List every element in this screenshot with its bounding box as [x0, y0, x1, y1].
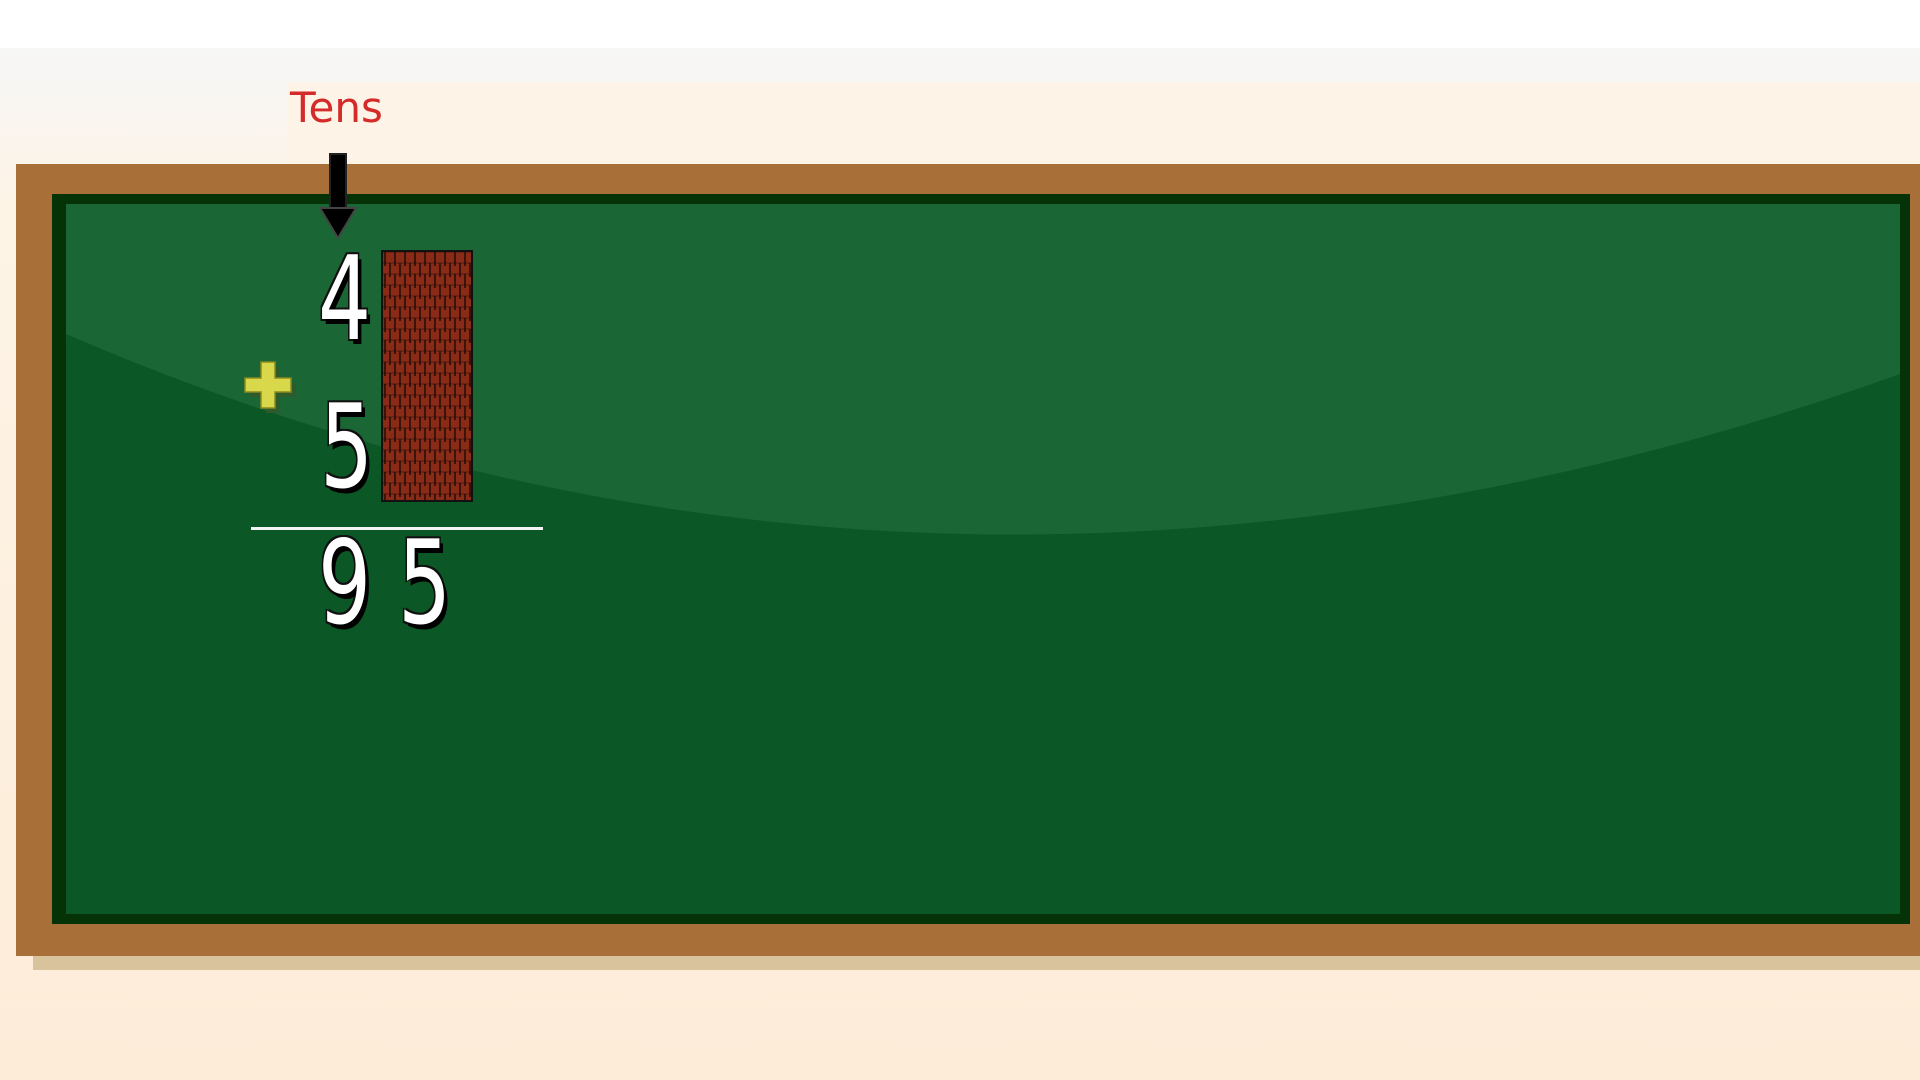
tens-rod: [381, 250, 473, 502]
chalkboard-sheen: [66, 204, 1900, 535]
plus-icon: +: [236, 354, 300, 422]
result-tens-digit: 9: [318, 516, 372, 651]
result-ones-digit: 5: [398, 516, 452, 651]
arrow-down-icon: [318, 153, 358, 240]
top-addend-digit: 4: [318, 232, 372, 367]
chalkboard-surface: [66, 204, 1900, 914]
label-area: [288, 82, 1920, 164]
sum-line: [251, 527, 543, 530]
tens-place-label: Tens: [290, 83, 383, 132]
bottom-addend-digit: 5: [320, 380, 374, 515]
